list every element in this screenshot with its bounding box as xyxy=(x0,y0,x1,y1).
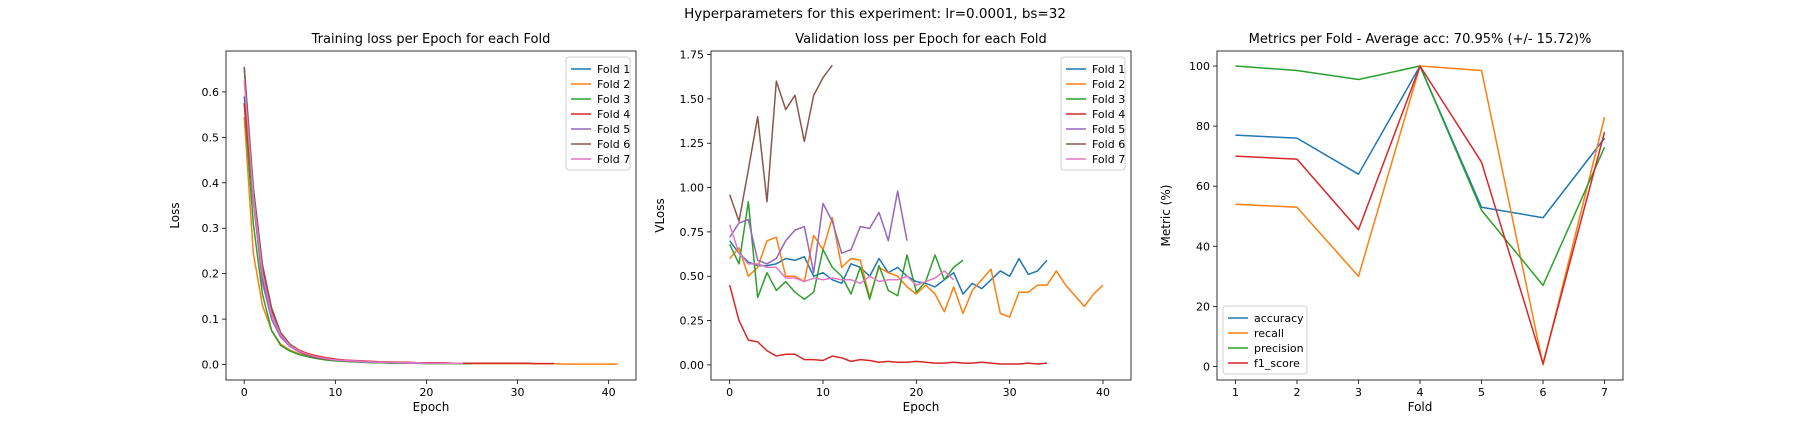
chart-3: Metrics per Fold - Average acc: 70.95% (… xyxy=(1159,32,1624,414)
series-line-fold-4 xyxy=(728,284,1048,365)
x-tick-label: 5 xyxy=(1478,386,1485,399)
y-tick-label: 0.5 xyxy=(202,131,220,144)
legend-label: f1_score xyxy=(1254,357,1300,370)
y-tick-label: 80 xyxy=(1196,120,1210,133)
x-tick-label: 20 xyxy=(419,386,433,399)
legend-label: Fold 3 xyxy=(597,93,630,106)
y-tick-label: 0.1 xyxy=(202,313,220,326)
chart-title: Training loss per Epoch for each Fold xyxy=(311,32,551,47)
y-tick-label: 0.0 xyxy=(202,359,220,372)
x-tick-label: 40 xyxy=(1096,386,1110,399)
legend-box xyxy=(565,56,631,171)
y-tick-label: 40 xyxy=(1196,240,1210,253)
chart-title: Metrics per Fold - Average acc: 70.95% (… xyxy=(1249,32,1592,47)
legend-box xyxy=(1222,305,1308,375)
x-axis-label: Epoch xyxy=(903,400,940,414)
y-tick-label: 100 xyxy=(1189,60,1210,73)
x-tick-label: 30 xyxy=(511,386,525,399)
chart-2: Validation loss per Epoch for each Fold 0… xyxy=(653,32,1132,414)
series-line-accuracy xyxy=(1235,65,1606,219)
axes-frame xyxy=(710,50,1132,381)
legend-label: Fold 4 xyxy=(1092,108,1125,121)
y-tick-label: 0.4 xyxy=(202,177,220,190)
y-tick-label: 0.00 xyxy=(680,359,705,372)
x-tick-label: 4 xyxy=(1417,386,1424,399)
legend-label: accuracy xyxy=(1254,312,1304,325)
x-tick-label: 7 xyxy=(1601,386,1608,399)
x-tick-label: 30 xyxy=(1003,386,1017,399)
y-axis-label: VLoss xyxy=(653,198,667,233)
legend-label: recall xyxy=(1254,327,1284,340)
y-axis-label: Metric (%) xyxy=(1159,185,1173,247)
x-tick-label: 2 xyxy=(1293,386,1300,399)
series-line-precision xyxy=(1235,65,1606,287)
legend-label: Fold 4 xyxy=(597,108,630,121)
x-tick-label: 40 xyxy=(602,386,616,399)
y-tick-label: 60 xyxy=(1196,180,1210,193)
y-tick-label: 0 xyxy=(1203,360,1210,373)
y-tick-label: 0.2 xyxy=(202,268,220,281)
y-tick-label: 1.25 xyxy=(680,137,705,150)
legend-label: Fold 1 xyxy=(597,63,630,76)
y-tick-label: 0.6 xyxy=(202,86,220,99)
y-tick-label: 0.3 xyxy=(202,222,220,235)
legend-label: Fold 1 xyxy=(1092,63,1125,76)
y-tick-label: 0.50 xyxy=(680,270,705,283)
x-tick-label: 20 xyxy=(909,386,923,399)
legend-label: Fold 6 xyxy=(597,138,630,151)
legend: accuracy recall precision f1_score xyxy=(1222,305,1308,375)
series-line-fold-5 xyxy=(729,190,908,274)
series-line-fold-2 xyxy=(243,116,618,365)
legend-label: Fold 5 xyxy=(1092,123,1125,136)
legend-label: Fold 7 xyxy=(1092,153,1125,166)
x-tick-label: 0 xyxy=(726,386,733,399)
series-line-fold-5 xyxy=(243,66,427,364)
legend-box xyxy=(1060,56,1126,171)
series-line-fold-6 xyxy=(728,64,833,223)
legend-label: precision xyxy=(1254,342,1304,355)
legend-label: Fold 2 xyxy=(1092,78,1125,91)
legend: Fold 1 Fold 2 Fold 3 Fold 4 Fold 5 Fold 6 Fold… xyxy=(565,56,631,171)
x-tick-label: 0 xyxy=(241,386,248,399)
series-line-fold-6 xyxy=(243,66,354,363)
y-axis-label: Loss xyxy=(168,202,182,228)
series-line-fold-3 xyxy=(728,201,964,301)
y-tick-label: 20 xyxy=(1196,300,1210,313)
x-tick-label: 3 xyxy=(1355,386,1362,399)
chart-title: Validation loss per Epoch for each Fold xyxy=(795,32,1047,47)
axes-frame xyxy=(225,50,637,381)
x-tick-label: 1 xyxy=(1232,386,1239,399)
y-tick-label: 1.00 xyxy=(680,182,705,195)
y-tick-label: 0.25 xyxy=(680,315,705,328)
series-line-fold-2 xyxy=(729,216,1104,318)
chart-1: Training loss per Epoch for each Fold 0 10… xyxy=(168,32,637,414)
x-tick-label: 6 xyxy=(1540,386,1547,399)
legend-label: Fold 5 xyxy=(597,123,630,136)
x-tick-label: 10 xyxy=(328,386,342,399)
x-axis-label: Fold xyxy=(1408,400,1433,414)
x-tick-label: 10 xyxy=(816,386,830,399)
y-tick-label: 0.75 xyxy=(680,226,705,239)
figure-suptitle: Hyperparameters for this experiment: lr=… xyxy=(684,6,1066,22)
legend-label: Fold 6 xyxy=(1092,138,1125,151)
series-line-fold-7 xyxy=(243,80,463,364)
legend-label: Fold 7 xyxy=(597,153,630,166)
y-tick-label: 1.50 xyxy=(680,93,705,106)
legend-label: Fold 2 xyxy=(597,78,630,91)
series-line-fold-7 xyxy=(728,224,955,286)
series-line-f1-score xyxy=(1235,65,1606,365)
legend: Fold 1 Fold 2 Fold 3 Fold 4 Fold 5 Fold 6 Fold… xyxy=(1060,56,1126,171)
legend-label: Fold 3 xyxy=(1092,93,1125,106)
x-axis-label: Epoch xyxy=(413,400,450,414)
series-line-fold-4 xyxy=(243,103,554,365)
y-tick-label: 1.75 xyxy=(680,49,705,62)
